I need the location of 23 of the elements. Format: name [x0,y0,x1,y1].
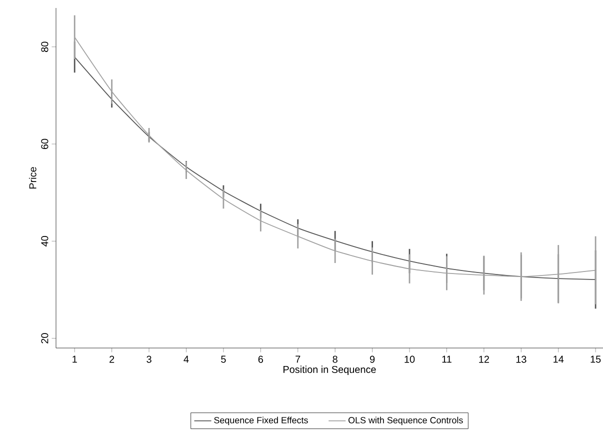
x-tick-label: 8 [332,356,338,363]
x-tick-label: 5 [221,356,226,363]
x-tick-label: 12 [479,356,489,363]
x-tick-label: 10 [404,356,415,363]
x-tick-label: 14 [554,356,564,363]
x-tick-label: 9 [370,356,375,363]
legend-label: Sequence Fixed Effects [214,416,308,426]
y-axis-title: Price [29,167,36,189]
x-tick-label: 1 [72,356,77,363]
x-axis-title: Position in Sequence [284,366,376,375]
x-tick-label: 15 [590,356,601,363]
x-tick-label: 4 [184,356,189,363]
y-tick-label: 40 [41,236,48,246]
x-tick-label: 3 [146,356,152,363]
y-tick-label: 60 [41,138,48,150]
legend-label: OLS with Sequence Controls [348,416,463,426]
x-tick-label: 13 [516,356,526,363]
x-tick-label: 6 [258,356,263,363]
x-tick-label: 2 [110,356,114,363]
y-tick-label: 80 [41,42,48,52]
x-tick-label: 7 [296,356,300,363]
x-tick-label: 11 [442,356,452,363]
y-tick-label: 20 [41,333,48,344]
